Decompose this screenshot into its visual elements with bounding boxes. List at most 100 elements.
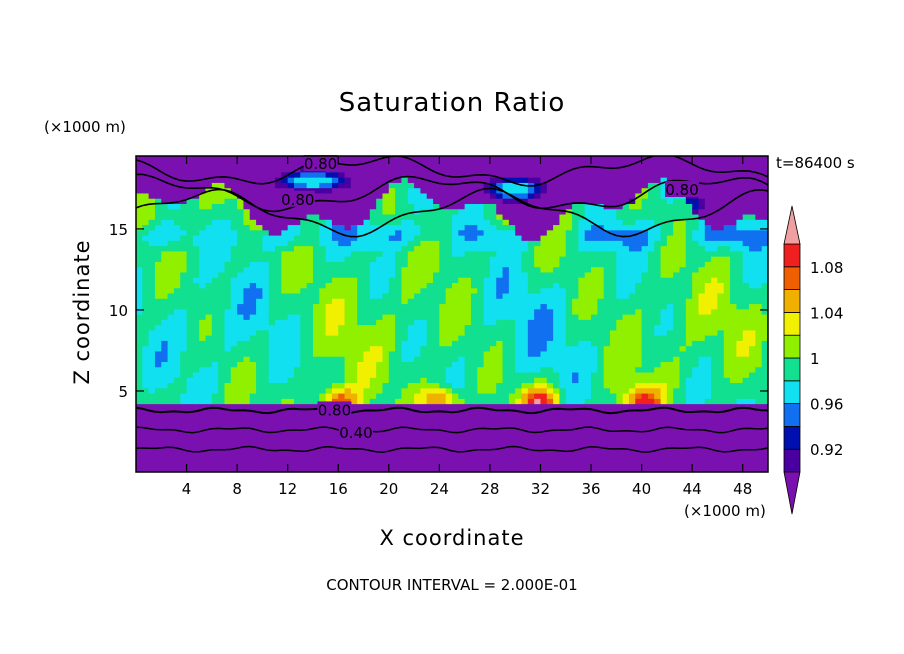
field-cell: [597, 277, 605, 283]
field-cell: [420, 377, 428, 384]
field-cell: [243, 319, 251, 326]
field-cell: [275, 166, 282, 173]
field-cell: [426, 235, 434, 241]
field-cell: [559, 350, 567, 357]
field-cell: [654, 282, 662, 289]
field-cell: [142, 435, 150, 441]
field-cell: [319, 287, 327, 294]
field-cell: [477, 403, 485, 410]
field-cell: [584, 319, 592, 326]
field-cell: [553, 208, 561, 215]
field-cell: [281, 319, 289, 326]
field-cell: [470, 303, 478, 310]
field-cell: [249, 266, 257, 273]
field-cell: [180, 256, 188, 262]
field-cell: [635, 256, 643, 262]
field-cell: [426, 371, 434, 378]
field-cell: [546, 292, 554, 299]
field-cell: [540, 382, 548, 389]
field-cell: [521, 335, 529, 341]
field-cell: [376, 177, 384, 183]
field-cell: [173, 435, 181, 441]
field-cell: [161, 192, 169, 199]
field-cell: [287, 187, 295, 194]
field-cell: [420, 182, 428, 189]
field-cell: [243, 371, 251, 378]
field-cell: [458, 329, 466, 336]
field-cell: [489, 171, 497, 178]
field-cell: [458, 245, 466, 252]
field-cell: [591, 192, 598, 199]
field-cell: [312, 298, 320, 305]
field-cell: [230, 250, 238, 257]
field-cell: [508, 287, 516, 294]
field-cell: [559, 335, 567, 341]
field-cell: [395, 356, 403, 362]
field-cell: [237, 414, 245, 420]
field-cell: [154, 450, 162, 457]
field-cell: [395, 403, 403, 410]
field-cell: [199, 235, 207, 241]
field-cell: [654, 445, 662, 452]
field-cell: [470, 240, 478, 247]
field-cell: [395, 366, 403, 373]
field-cell: [477, 203, 485, 210]
field-cell: [148, 403, 156, 410]
field-cell: [186, 361, 194, 368]
field-cell: [458, 461, 466, 468]
field-cell: [350, 177, 358, 183]
field-cell: [433, 182, 440, 189]
field-cell: [515, 245, 523, 252]
field-cell: [167, 371, 175, 378]
field-cell: [294, 414, 301, 420]
field-cell: [243, 161, 251, 168]
field-cell: [521, 340, 529, 347]
field-cell: [243, 440, 251, 447]
field-cell: [603, 298, 611, 305]
field-cell: [578, 393, 586, 399]
field-cell: [325, 287, 333, 294]
field-cell: [331, 361, 339, 368]
field-cell: [464, 319, 472, 326]
field-cell: [597, 414, 605, 420]
field-cell: [294, 261, 301, 268]
field-cell: [344, 166, 352, 173]
field-cell: [388, 287, 396, 294]
field-cell: [477, 261, 485, 268]
field-cell: [331, 298, 339, 305]
field-cell: [224, 324, 232, 331]
field-cell: [211, 456, 219, 463]
field-cell: [647, 308, 655, 315]
field-cell: [464, 198, 472, 204]
field-cell: [445, 292, 453, 299]
field-cell: [338, 308, 346, 315]
field-cell: [496, 224, 504, 231]
field-cell: [464, 219, 472, 226]
field-cell: [325, 314, 333, 320]
field-cell: [534, 171, 542, 178]
field-cell: [382, 356, 390, 362]
field-cell: [142, 408, 150, 415]
field-cell: [243, 393, 251, 399]
field-cell: [237, 408, 245, 415]
field-cell: [584, 314, 592, 320]
field-cell: [136, 250, 143, 257]
field-cell: [180, 219, 188, 226]
field-cell: [559, 466, 567, 472]
field-cell: [363, 182, 371, 189]
field-cell: [534, 466, 542, 472]
field-cell: [610, 461, 617, 468]
field-cell: [237, 187, 245, 194]
field-cell: [647, 403, 655, 410]
field-cell: [357, 192, 365, 199]
field-cell: [433, 219, 440, 226]
field-cell: [167, 361, 175, 368]
field-cell: [382, 456, 390, 463]
field-cell: [414, 235, 421, 241]
field-cell: [275, 319, 282, 326]
field-cell: [148, 319, 156, 326]
field-cell: [433, 298, 440, 305]
field-cell: [622, 198, 630, 204]
field-cell: [527, 298, 535, 305]
field-cell: [294, 182, 301, 189]
